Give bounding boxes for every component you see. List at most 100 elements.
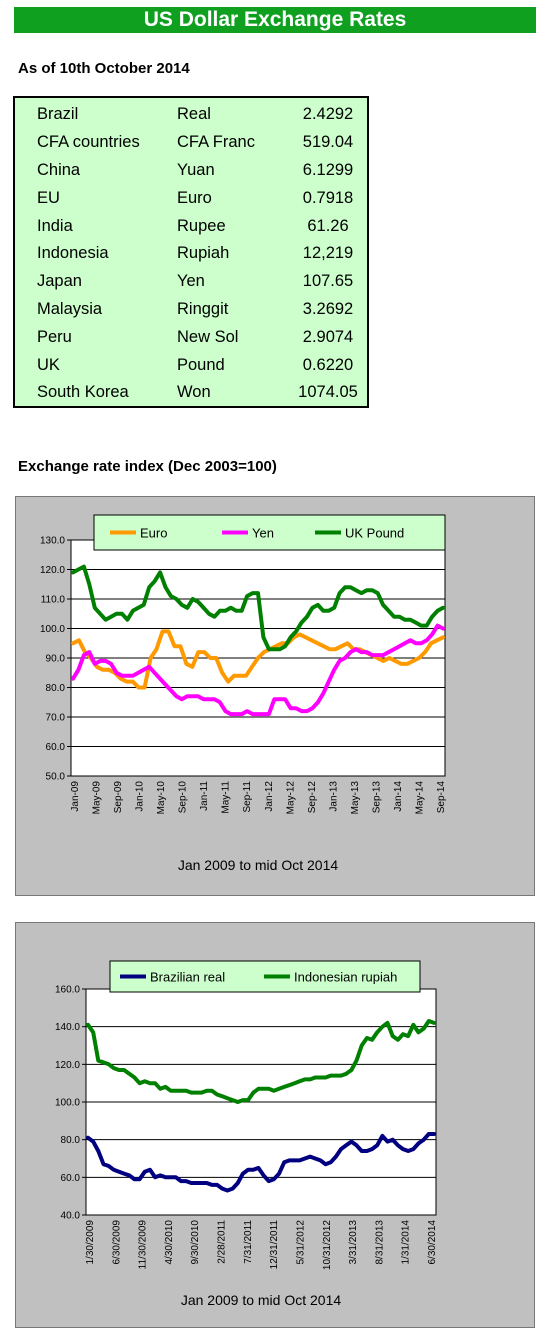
rate-currency: Pound [177,355,225,374]
index-chart-title: Exchange rate index (Dec 2003=100) [18,458,277,475]
rate-currency: Euro [177,188,212,207]
rate-value: 6.1299 [302,160,354,179]
rate-currency: Rupee [177,216,226,235]
x-tick-label: 1/31/2014 [401,1220,412,1265]
y-tick-label: 160.0 [55,985,80,996]
rate-country: EU [37,188,60,207]
x-tick-label: Sep-14 [436,781,447,814]
rate-row: Malaysia Ringgit 3.2692 [37,296,361,324]
series-line-1 [86,1019,436,1104]
y-tick-label: 120.0 [40,565,65,576]
rate-country: India [37,216,73,235]
rate-value: 0.6220 [302,355,354,374]
x-tick-label: May-11 [221,781,232,814]
rate-currency: Yuan [177,160,215,179]
rate-row: CFA countries CFA Franc 519.04 [37,129,361,157]
y-tick-label: 130.0 [40,536,65,547]
x-tick-label: Sep-09 [113,781,124,814]
x-tick-label: 7/31/2011 [243,1220,254,1264]
brazil-indonesia-chart: 40.0 60.0 80.0 100.0 120.0 140.0 160.0 1/30/200… [55,960,438,1308]
series-line-0 [86,1132,436,1193]
series-line-0 [71,629,445,690]
x-tick-label: 12/31/2011 [269,1220,280,1270]
as-of-date: As of 10th October 2014 [18,60,190,77]
x-tick-label: 5/31/2012 [295,1220,306,1265]
rate-country: Malaysia [37,299,103,318]
x-tick-label: May-14 [414,781,425,815]
x-tick-label: May-13 [350,781,361,815]
rate-country: CFA countries [37,133,140,152]
x-tick-label: 3/31/2013 [348,1220,359,1265]
rate-currency: Won [177,383,211,402]
rate-country: Japan [37,272,82,291]
rate-currency: CFA Franc [177,133,255,152]
rate-country: Brazil [37,105,79,124]
rate-row: China Yuan 6.1299 [37,157,361,185]
rate-country: Peru [37,327,72,346]
rate-value: 1074.05 [298,383,358,402]
x-tick-label: Sep-10 [178,781,189,814]
rate-value: 3.2692 [302,299,354,318]
y-tick-label: 120.0 [55,1060,80,1071]
y-tick-label: 100.0 [40,624,65,635]
series-line-1 [71,623,445,717]
rate-country: UK [37,355,60,374]
y-tick-label: 80.0 [61,1135,81,1146]
page-title: US Dollar Exchange Rates [14,7,536,33]
rate-row: Brazil Real 2.4292 [37,101,361,129]
rate-value: 2.9074 [302,327,354,346]
rate-currency: Yen [177,272,205,291]
y-tick-label: 140.0 [55,1022,80,1033]
rate-row: Indonesia Rupiah 12,219 [37,240,361,268]
rate-currency: Ringgit [177,299,229,318]
rate-row: South Korea Won 1074.05 [37,379,361,407]
x-axis-label: Jan 2009 to mid Oct 2014 [181,1292,342,1308]
y-tick-label: 60.0 [61,1173,81,1184]
y-tick-label: 80.0 [46,683,66,694]
x-tick-label: 8/31/2013 [374,1220,385,1265]
x-tick-label: 10/31/2012 [322,1220,333,1270]
legend-label: Indonesian rupiah [294,970,397,985]
rate-country: South Korea [37,383,129,402]
rate-row: UK Pound 0.6220 [37,351,361,379]
rate-currency: New Sol [177,327,239,346]
index-chart: 50.0 60.0 70.0 80.0 90.0 100.0 110.0 120.0 130.0… [40,514,447,873]
rate-row: Japan Yen 107.65 [37,268,361,296]
x-tick-label: 2/28/2011 [217,1220,228,1264]
x-tick-label: Jan-14 [393,781,404,812]
series-line-2 [71,564,445,652]
rate-country: Indonesia [37,244,109,263]
rate-row: EU Euro 0.7918 [37,184,361,212]
x-tick-label: Jan-13 [328,781,339,812]
x-tick-label: 6/30/2014 [427,1220,438,1265]
x-tick-label: 6/30/2009 [111,1220,122,1265]
x-tick-label: 1/30/2009 [85,1220,96,1265]
rate-value: 2.4292 [302,105,354,124]
rates-table-box: Brazil Real 2.4292 CFA countries CFA Franc 51… [13,96,369,408]
legend-label: Yen [252,526,274,541]
x-tick-label: Sep-12 [307,781,318,814]
x-tick-label: Jan-09 [70,781,81,812]
rate-currency: Rupiah [177,244,230,263]
legend-box [93,514,446,551]
rate-value: 107.65 [302,272,354,291]
rate-value: 0.7918 [302,188,354,207]
rate-value: 12,219 [302,244,354,263]
y-tick-label: 110.0 [41,595,66,606]
index-chart-frame: 50.0 60.0 70.0 80.0 90.0 100.0 110.0 120.0 130.0… [15,496,535,896]
x-tick-label: Jan-11 [199,781,210,811]
x-tick-label: May-12 [285,781,296,815]
x-tick-label: Jan-12 [264,781,275,812]
y-tick-label: 70.0 [46,713,66,724]
x-tick-label: 9/30/2010 [190,1220,201,1265]
x-tick-label: Sep-11 [242,781,253,813]
legend-label: UK Pound [345,526,404,541]
x-tick-label: 11/30/2009 [138,1220,149,1270]
rate-value: 519.04 [302,133,354,152]
rate-row: Peru New Sol 2.9074 [37,323,361,351]
rate-value: 61.26 [307,216,349,235]
y-tick-label: 60.0 [46,742,66,753]
rate-currency: Real [177,105,211,124]
brazil-indonesia-chart-frame: 40.0 60.0 80.0 100.0 120.0 140.0 160.0 1/30/200… [15,922,535,1328]
y-tick-label: 40.0 [61,1211,81,1222]
